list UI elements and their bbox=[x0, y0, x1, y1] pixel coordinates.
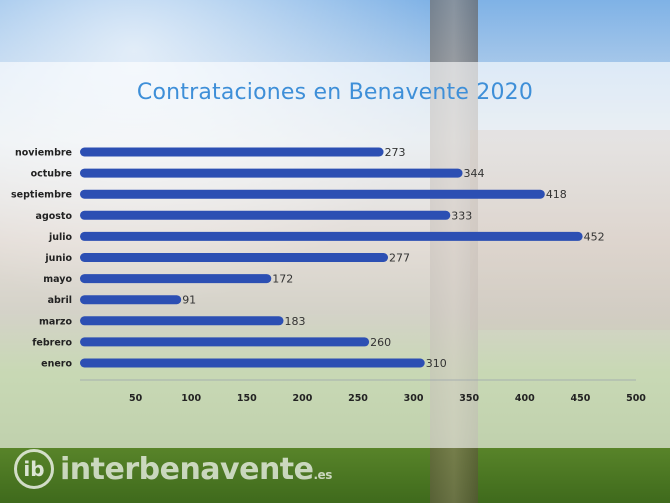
x-tick-200: 200 bbox=[292, 393, 312, 404]
category-label-febrero: febrero bbox=[32, 337, 72, 348]
category-label-noviembre: noviembre bbox=[15, 148, 72, 159]
value-label-julio: 452 bbox=[584, 230, 605, 243]
value-label-febrero: 260 bbox=[370, 336, 391, 349]
bar-septiembre bbox=[80, 189, 545, 199]
value-label-enero: 310 bbox=[426, 357, 447, 370]
x-tick-300: 300 bbox=[404, 393, 424, 404]
x-tick-500: 500 bbox=[626, 393, 646, 404]
category-label-enero: enero bbox=[41, 359, 72, 370]
x-tick-250: 250 bbox=[348, 393, 368, 404]
x-tick-50: 50 bbox=[129, 393, 143, 404]
bar-mayo bbox=[80, 274, 272, 284]
bar-agosto bbox=[80, 210, 451, 220]
category-label-abril: abril bbox=[48, 295, 72, 306]
watermark-logo: ib interbenavente.es bbox=[14, 446, 332, 492]
x-tick-100: 100 bbox=[181, 393, 201, 404]
value-label-agosto: 333 bbox=[451, 209, 472, 222]
value-label-marzo: 183 bbox=[284, 315, 305, 328]
logo-suffix: .es bbox=[313, 467, 333, 482]
bar-julio bbox=[80, 231, 583, 241]
bar-abril bbox=[80, 295, 182, 305]
category-label-mayo: mayo bbox=[43, 274, 72, 285]
category-label-junio: junio bbox=[44, 253, 72, 264]
value-label-junio: 277 bbox=[389, 252, 410, 265]
value-label-mayo: 172 bbox=[272, 273, 293, 286]
category-label-octubre: octubre bbox=[31, 169, 72, 180]
bar-enero bbox=[80, 358, 425, 368]
x-tick-150: 150 bbox=[237, 393, 257, 404]
value-label-septiembre: 418 bbox=[546, 188, 567, 201]
value-label-octubre: 344 bbox=[464, 167, 485, 180]
value-label-noviembre: 273 bbox=[385, 146, 406, 159]
category-label-agosto: agosto bbox=[36, 211, 73, 222]
logo-mark: ib bbox=[14, 449, 54, 489]
x-tick-400: 400 bbox=[515, 393, 535, 404]
bar-junio bbox=[80, 253, 389, 262]
bar-marzo bbox=[80, 316, 284, 326]
value-label-abril: 91 bbox=[182, 294, 196, 307]
category-label-septiembre: septiembre bbox=[11, 190, 72, 201]
logo-text: interbenavente bbox=[60, 451, 314, 487]
bar-febrero bbox=[80, 337, 370, 347]
x-tick-350: 350 bbox=[459, 393, 479, 404]
bar-octubre bbox=[80, 168, 463, 178]
x-tick-450: 450 bbox=[570, 393, 590, 404]
category-label-julio: julio bbox=[48, 232, 73, 243]
chart-title: Contrataciones en Benavente 2020 bbox=[136, 80, 534, 105]
bar-noviembre bbox=[80, 147, 384, 157]
category-label-marzo: marzo bbox=[39, 316, 73, 327]
